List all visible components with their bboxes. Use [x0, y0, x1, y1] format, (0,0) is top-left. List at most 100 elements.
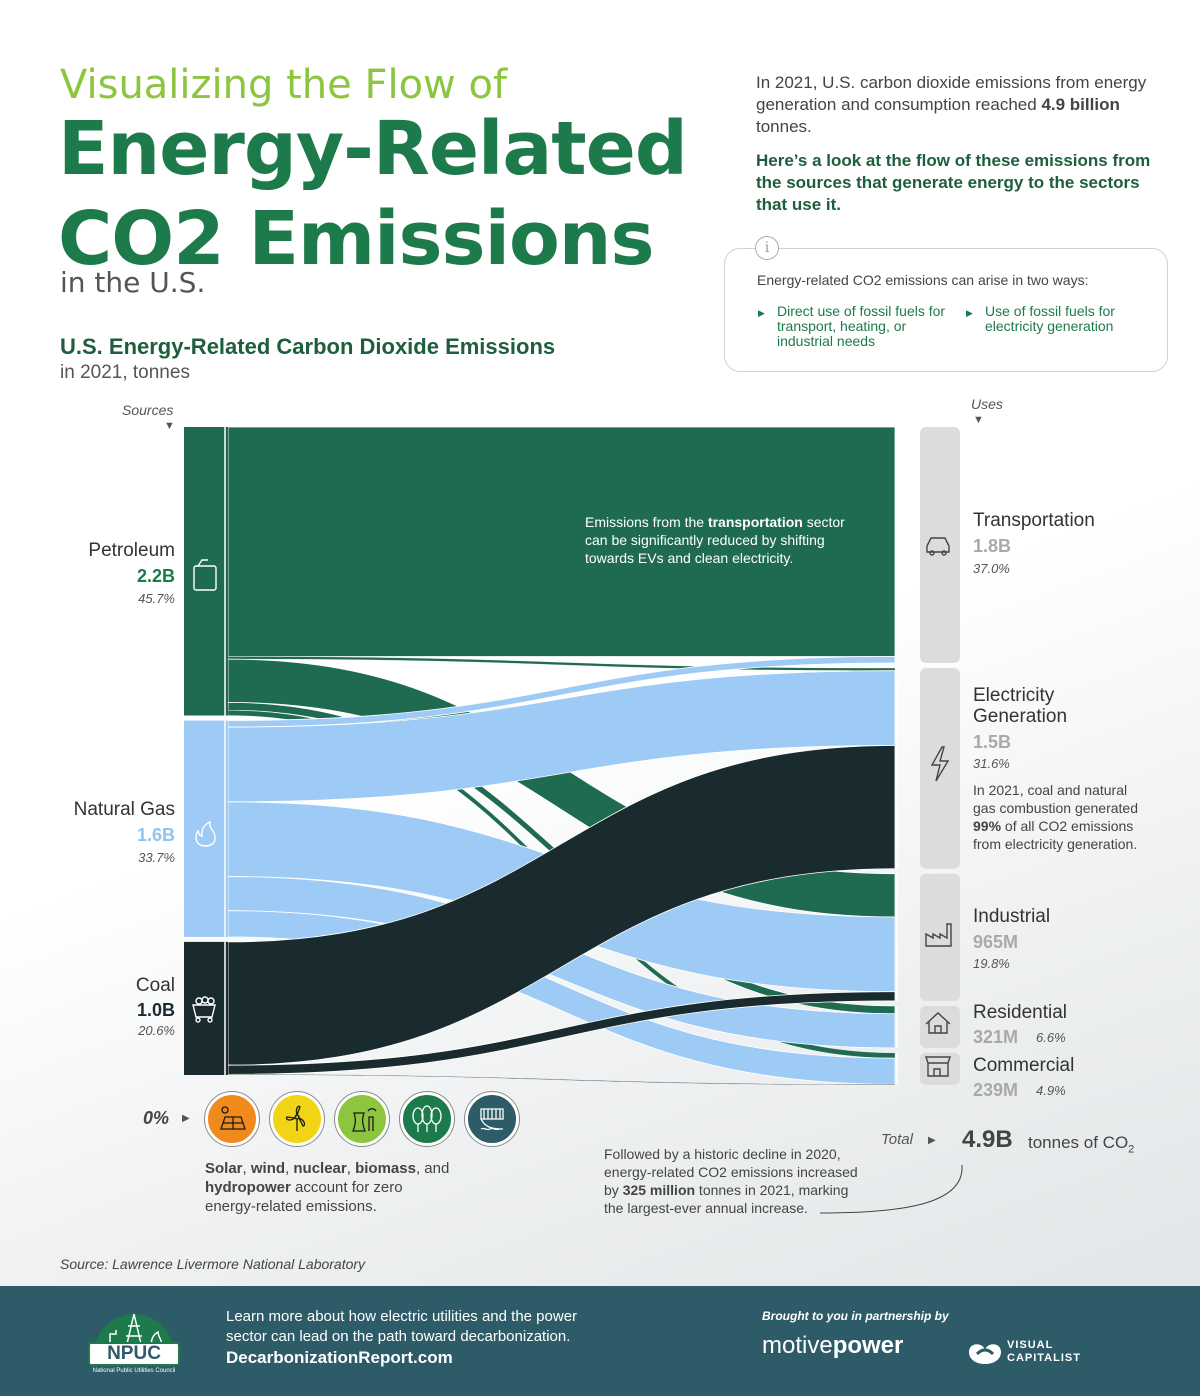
flow-natural-gas-to-transportation [227, 656, 896, 728]
use-electricity-value: 1.5B [973, 732, 1012, 752]
uses-arrow-icon: ▼ [973, 414, 984, 426]
total-arrow-icon: ▶ [928, 1135, 936, 1146]
use-residential-name: Residential [973, 1002, 1067, 1023]
uses-label: Uses [971, 396, 1003, 412]
source-node-natural-gas [184, 720, 228, 937]
use-node-transportation [920, 427, 960, 664]
source-natural-gas-name: Natural Gas [73, 799, 175, 820]
intro-text-end: tonnes. [756, 117, 812, 136]
npuc-logo-text: NPUC [88, 1342, 180, 1366]
vc-logo-line2: CAPITALIST [1007, 1352, 1081, 1364]
node-icons [192, 559, 217, 1023]
use-transportation-name: Transportation [973, 510, 1095, 531]
source-petroleum-pct: 45.7% [138, 591, 175, 606]
source-petroleum-name: Petroleum [88, 540, 175, 561]
use-transportation-pct: 37.0% [973, 561, 1010, 576]
source-node-coal [184, 941, 228, 1075]
zero-item-solar: Solar [205, 1160, 243, 1177]
use-commercial-value: 239M [973, 1080, 1019, 1100]
use-node-electricity-generation [920, 668, 960, 869]
elec-note-bold: 99% [973, 818, 1002, 834]
decline-bold: 325 million [622, 1182, 696, 1198]
main-title: Energy-Related CO2 Emissions [58, 104, 688, 284]
elec-note-text-end: of all CO2 emissions from electricity ge… [973, 818, 1138, 852]
sankey-flows [227, 426, 896, 1086]
factory-icon [925, 923, 952, 947]
sources-label: Sources [122, 402, 174, 418]
zero-sep-and: , and [415, 1160, 450, 1177]
transport-annotation: Emissions from the transportation sector… [585, 513, 865, 567]
sources-arrow-icon: ▼ [164, 420, 175, 432]
source-coal-value: 1.0B [136, 1000, 175, 1020]
zero-item-biomass: biomass [355, 1160, 416, 1177]
source-note: Source: Lawrence Livermore National Labo… [60, 1256, 366, 1272]
visual-capitalist-logo-icon[interactable] [965, 1336, 1005, 1366]
sankey-nodes [184, 427, 960, 1085]
lightning-icon [930, 746, 950, 782]
trees-icon [400, 1092, 454, 1146]
use-industrial-value: 965M [973, 932, 1019, 952]
zero-sep: , [242, 1160, 251, 1177]
zero-item-nuclear: nuclear [293, 1160, 347, 1177]
zero-arrow-icon: ▶ [182, 1113, 190, 1124]
motivepower-logo-a: motive [762, 1332, 833, 1359]
use-residential-value: 321M [973, 1027, 1019, 1047]
total-units: tonnes of CO2 [1028, 1133, 1134, 1155]
motivepower-logo[interactable]: motivepower [762, 1332, 903, 1360]
transport-note-bold: transportation [707, 514, 803, 530]
info-icon: i [755, 236, 779, 260]
use-icons [925, 537, 952, 1077]
use-electricity-name: Electricity Generation [973, 685, 1067, 727]
total-units-text: tonnes of CO [1028, 1133, 1129, 1152]
intro-text: In 2021, U.S. carbon dioxide emissions f… [756, 73, 1147, 114]
npuc-logo-sub: National Public Utilities Council [92, 1368, 176, 1374]
use-electricity-pct: 31.6% [973, 756, 1010, 771]
flow-coal-to-industrial [227, 991, 896, 1075]
store-icon [925, 1056, 951, 1077]
source-node-petroleum [184, 427, 228, 716]
car-icon [926, 537, 950, 556]
zero-sep: , [346, 1160, 356, 1177]
use-transportation-value: 1.8B [973, 536, 1012, 556]
footer-text: Learn more about how electric utilities … [226, 1308, 578, 1345]
npuc-logo[interactable]: NPUC National Public Utilities Council [88, 1302, 180, 1390]
wind-turbine-icon [270, 1092, 324, 1146]
use-commercial-name: Commercial [973, 1055, 1075, 1076]
use-node-residential [920, 1005, 960, 1048]
main-title-line1: Energy-Related [58, 106, 688, 192]
chart-subtitle: in 2021, tonnes [60, 362, 190, 383]
chart-title: U.S. Energy-Related Carbon Dioxide Emiss… [60, 334, 556, 359]
vc-logo-line1: VISUAL [1007, 1339, 1054, 1351]
use-commercial-pct: 4.9% [1036, 1083, 1066, 1098]
main-title-line2: CO2 Emissions [58, 196, 655, 282]
decline-annotation: Followed by a historic decline in 2020, … [604, 1145, 869, 1217]
footer [0, 1286, 1200, 1396]
info-bullet-1: Direct use of fossil fuels for transport… [758, 304, 947, 349]
lead-title: Visualizing the Flow of [60, 62, 508, 108]
coal-cart-icon [192, 996, 216, 1023]
info-heading: Energy-related CO2 emissions can arise i… [757, 272, 1089, 288]
visual-capitalist-logo[interactable]: VISUAL CAPITALIST [1007, 1339, 1081, 1365]
use-electricity-name-line2: Generation [973, 706, 1068, 727]
use-industrial-pct: 19.8% [973, 956, 1010, 971]
source-natural-gas-pct: 33.7% [138, 850, 175, 865]
flame-icon [195, 820, 216, 847]
intro-bold: 4.9 billion [1041, 95, 1120, 114]
zero-annotation: Solar, wind, nuclear, biomass, and hydro… [205, 1159, 455, 1216]
source-coal-name: Coal [135, 975, 175, 996]
intro-paragraph-2: Here’s a look at the flow of these emiss… [756, 151, 1151, 214]
intro-paragraph-1: In 2021, U.S. carbon dioxide emissions f… [756, 72, 1166, 138]
elec-note-text: In 2021, coal and natural gas combustion… [973, 782, 1138, 816]
source-natural-gas-value: 1.6B [136, 825, 175, 845]
zero-tail: account for zero energy-related emission… [205, 1179, 403, 1215]
transport-note-text-end: sector can be significantly reduced by s… [585, 514, 845, 566]
info-bullet-2: Use of fossil fuels for electricity gene… [966, 304, 1145, 334]
footer-link[interactable]: DecarbonizationReport.com [226, 1348, 453, 1367]
decline-text-end: tonnes in 2021, marking the largest-ever… [604, 1182, 849, 1216]
hydro-dam-icon [465, 1092, 519, 1146]
use-residential-pct: 6.6% [1036, 1030, 1066, 1045]
use-industrial-name: Industrial [973, 906, 1051, 927]
zero-item-hydropower: hydropower [205, 1179, 291, 1196]
total-callout-line [819, 1164, 963, 1214]
zero-sep: , [285, 1160, 294, 1177]
